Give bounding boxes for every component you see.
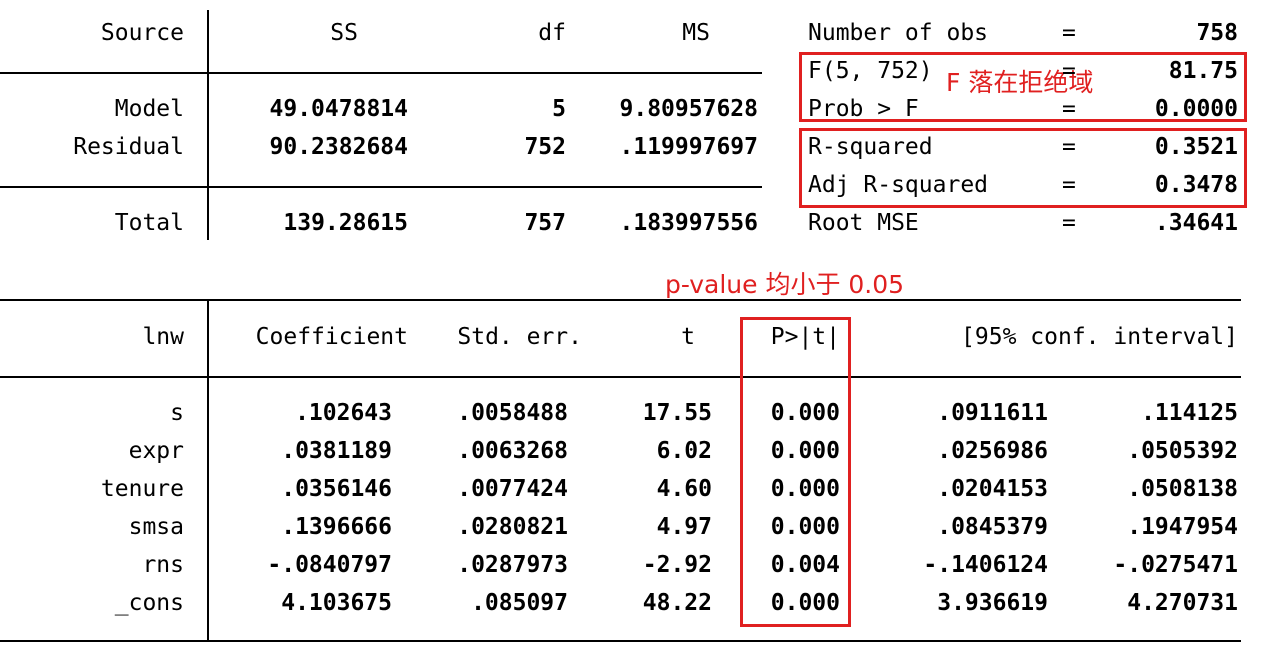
stat-equals: = [1062, 20, 1076, 46]
coef-header-p: P>|t| [770, 324, 840, 350]
stat-value: 0.0000 [1154, 96, 1238, 122]
coef-ci-upper: .114125 [1141, 400, 1238, 426]
coef-se-value: .0280821 [457, 514, 568, 540]
anova-header-ss: SS [330, 20, 358, 46]
coef-var-label: smsa [128, 514, 184, 540]
coef-var-label: rns [142, 552, 184, 578]
anova-rule-total [0, 186, 762, 188]
anova-header-ms: MS [682, 20, 710, 46]
anova-ms-value: .119997697 [619, 134, 758, 160]
coef-p-value: 0.000 [770, 590, 840, 616]
coef-ci-lower: .0845379 [937, 514, 1048, 540]
coef-header-t: t [681, 324, 695, 350]
coef-t-value: 4.60 [656, 476, 712, 502]
coef-t-value: 48.22 [642, 590, 712, 616]
anova-df-value: 752 [524, 134, 566, 160]
stat-value: 0.3521 [1154, 134, 1238, 160]
coef-ci-upper: 4.270731 [1127, 590, 1238, 616]
coef-ci-lower: .0911611 [937, 400, 1048, 426]
coef-value: .0356146 [281, 476, 392, 502]
coef-se-value: .0063268 [457, 438, 568, 464]
anova-source-label: Model [114, 96, 184, 122]
f-rejection-note: F 落在拒绝域 [946, 68, 1094, 97]
anova-source-label: Total [114, 210, 184, 236]
anova-ms-value: .183997556 [619, 210, 758, 236]
stat-value: 758 [1196, 20, 1238, 46]
coef-value: 4.103675 [281, 590, 392, 616]
coef-t-value: 17.55 [642, 400, 712, 426]
coef-ci-upper: -.0275471 [1113, 552, 1238, 578]
stat-value: 0.3478 [1154, 172, 1238, 198]
coef-value: .102643 [295, 400, 392, 426]
coef-rule-bottom [0, 640, 1241, 642]
coef-se-value: .085097 [471, 590, 568, 616]
coef-se-value: .0077424 [457, 476, 568, 502]
coef-value: .0381189 [281, 438, 392, 464]
stat-value: 81.75 [1168, 58, 1238, 84]
coef-header-ci: [95% conf. interval] [961, 324, 1238, 350]
coef-p-value: 0.000 [770, 438, 840, 464]
coef-p-value: 0.000 [770, 514, 840, 540]
coef-var-label: _cons [114, 590, 184, 616]
stat-equals: = [1062, 210, 1076, 236]
coef-header-coef: Coefficient [255, 324, 408, 350]
r-squared-highlight-box [799, 128, 1247, 208]
coef-divider-vertical [207, 300, 209, 642]
coef-value: -.0840797 [267, 552, 392, 578]
anova-header-df: df [538, 20, 566, 46]
coef-ci-lower: -.1406124 [923, 552, 1048, 578]
coef-header-var: lnw [142, 324, 184, 350]
anova-ss-value: 139.28615 [283, 210, 408, 236]
coef-t-value: -2.92 [642, 552, 712, 578]
coef-p-value: 0.004 [770, 552, 840, 578]
anova-df-value: 5 [552, 96, 566, 122]
anova-header-source: Source [100, 20, 184, 46]
coef-se-value: .0058488 [457, 400, 568, 426]
coef-rule-header [0, 376, 1241, 378]
f-test-highlight-box [799, 52, 1247, 122]
stat-label: Number of obs [808, 20, 989, 46]
coef-ci-upper: .0505392 [1127, 438, 1238, 464]
anova-rule-header [0, 72, 762, 74]
coef-rule-top [0, 299, 1241, 301]
coef-t-value: 4.97 [656, 514, 712, 540]
coef-se-value: .0287973 [457, 552, 568, 578]
stat-equals: = [1062, 58, 1076, 84]
coef-ci-upper: .1947954 [1127, 514, 1238, 540]
coef-var-label: tenure [100, 476, 184, 502]
coef-ci-lower: 3.936619 [937, 590, 1048, 616]
coef-value: .1396666 [281, 514, 392, 540]
stat-label: F(5, 752) [808, 58, 933, 84]
stat-equals: = [1062, 134, 1076, 160]
anova-ms-value: 9.80957628 [619, 96, 758, 122]
stat-label: Prob > F [808, 96, 919, 122]
anova-ss-value: 90.2382684 [269, 134, 408, 160]
coef-t-value: 6.02 [656, 438, 712, 464]
anova-df-value: 757 [524, 210, 566, 236]
coef-var-label: s [170, 400, 184, 426]
coef-var-label: expr [128, 438, 184, 464]
anova-ss-value: 49.0478814 [269, 96, 408, 122]
coef-ci-lower: .0204153 [937, 476, 1048, 502]
stat-label: Adj R-squared [808, 172, 989, 198]
p-value-highlight-box [740, 317, 851, 627]
stat-equals: = [1062, 96, 1076, 122]
coef-p-value: 0.000 [770, 400, 840, 426]
coef-ci-upper: .0508138 [1127, 476, 1238, 502]
stat-value: .34641 [1154, 210, 1238, 236]
coef-header-se: Std. err. [457, 324, 582, 350]
stat-equals: = [1062, 172, 1076, 198]
p-value-note: p-value 均小于 0.05 [665, 270, 905, 299]
stat-label: Root MSE [808, 210, 919, 236]
coef-ci-lower: .0256986 [937, 438, 1048, 464]
anova-source-label: Residual [73, 134, 184, 160]
anova-divider-vertical [207, 10, 209, 240]
stat-label: R-squared [808, 134, 933, 160]
coef-p-value: 0.000 [770, 476, 840, 502]
